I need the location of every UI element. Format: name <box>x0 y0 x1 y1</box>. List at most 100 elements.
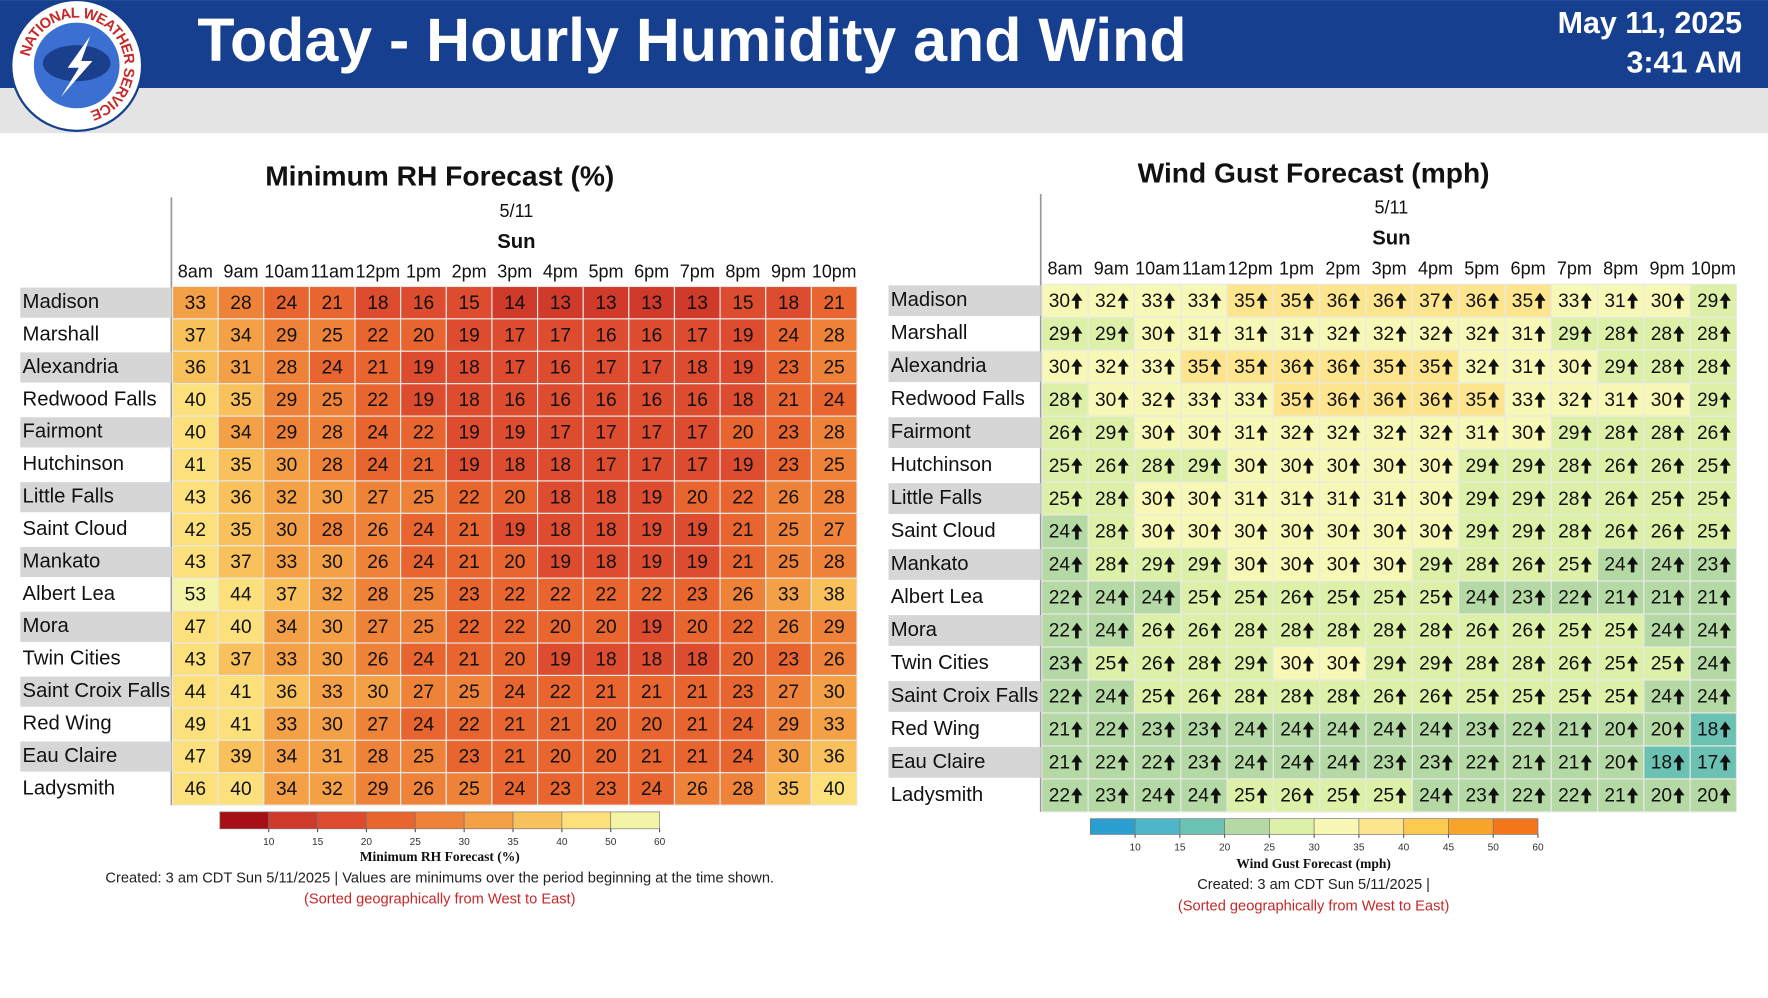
cell-value: 35 <box>1188 357 1209 378</box>
cell <box>445 772 493 806</box>
colorbar-tick-label: 30 <box>1309 843 1321 854</box>
cell-value: 29 <box>1697 291 1718 312</box>
cell-value: 28 <box>1512 654 1533 675</box>
cell-value: 24 <box>1327 753 1349 774</box>
cell-value: 21 <box>322 293 343 314</box>
cell-value: 41 <box>230 682 251 703</box>
cell-value: 29 <box>1512 456 1533 477</box>
colorbar-tick-label: 15 <box>1174 843 1186 854</box>
cell-value: 28 <box>230 293 251 314</box>
cell <box>308 350 356 385</box>
cell-value: 35 <box>1465 390 1486 411</box>
location-label: Albert Lea <box>23 583 116 605</box>
hour-label: 7pm <box>680 262 715 282</box>
location-label: Saint Cloud <box>891 520 996 542</box>
cell-value: 24 <box>276 293 298 314</box>
cell-value: 24 <box>1697 654 1719 675</box>
cell-value: 29 <box>1141 555 1162 576</box>
cell-value: 28 <box>1141 456 1162 477</box>
cell-value: 25 <box>1327 588 1348 609</box>
cell-value: 22 <box>732 487 753 508</box>
colorbar-swatch <box>317 811 367 830</box>
cell-value: 19 <box>687 552 708 573</box>
cell-value: 28 <box>322 423 343 444</box>
cell-value: 16 <box>595 325 616 346</box>
cell <box>400 350 447 385</box>
cell-value: 31 <box>1327 489 1348 510</box>
cell-value: 21 <box>1651 588 1672 609</box>
cell <box>171 772 219 806</box>
cell-value: 21 <box>1604 786 1625 807</box>
cell <box>263 480 310 514</box>
cell-value: 28 <box>1234 687 1255 708</box>
cell-value: 28 <box>1604 324 1625 345</box>
cell-value: 30 <box>322 552 343 573</box>
cell-value: 28 <box>1651 423 1672 444</box>
cell-value: 22 <box>550 585 571 606</box>
cell-value: 19 <box>641 552 662 573</box>
colorbar-label: Minimum RH Forecast (%) <box>360 849 520 865</box>
cell-value: 36 <box>1327 291 1348 312</box>
cell-value: 30 <box>1512 423 1533 444</box>
cell-value: 33 <box>276 552 297 573</box>
cell-value: 33 <box>824 714 845 735</box>
cell <box>537 512 584 547</box>
cell <box>308 318 356 352</box>
cell-value: 26 <box>1604 489 1625 510</box>
colorbar-tick-label: 40 <box>556 837 568 848</box>
cell-value: 30 <box>1373 522 1394 543</box>
cell-value: 28 <box>1234 621 1255 642</box>
location-label: Fairmont <box>891 421 971 443</box>
cell <box>628 739 676 774</box>
cell-value: 23 <box>1697 555 1718 576</box>
cell <box>1550 580 1599 615</box>
cell-value: 23 <box>1095 786 1116 807</box>
cell <box>582 642 630 677</box>
cell-value: 21 <box>824 293 845 314</box>
cell <box>628 285 676 320</box>
cell-value: 22 <box>1558 588 1579 609</box>
cell-value: 36 <box>1373 390 1394 411</box>
cell-value: 30 <box>1327 456 1348 477</box>
cell-value: 30 <box>1419 489 1440 510</box>
cell-value: 30 <box>1373 555 1394 576</box>
cell-value: 29 <box>1697 390 1718 411</box>
cell-value: 34 <box>276 779 298 800</box>
cell-value: 30 <box>322 649 343 670</box>
cell-value: 28 <box>824 423 845 444</box>
cell-value: 27 <box>824 520 845 541</box>
cell-value: 24 <box>367 455 389 476</box>
location-label: Hutchinson <box>23 453 124 475</box>
cell-value: 20 <box>1604 753 1625 774</box>
hour-label: 5pm <box>1464 258 1499 278</box>
cell-value: 18 <box>687 649 708 670</box>
cell-value: 23 <box>778 455 799 476</box>
cell-value: 16 <box>550 390 571 411</box>
cell <box>628 610 676 644</box>
cell-value: 25 <box>1465 687 1486 708</box>
cell-value: 28 <box>1419 621 1440 642</box>
cell-value: 20 <box>1651 786 1672 807</box>
cell-value: 21 <box>732 552 753 573</box>
cell-value: 19 <box>504 520 525 541</box>
cell-value: 30 <box>1280 555 1301 576</box>
cell-value: 30 <box>1188 522 1209 543</box>
cell-value: 23 <box>778 649 799 670</box>
colorbar-swatch <box>1134 818 1181 835</box>
cell-value: 43 <box>185 649 206 670</box>
cell-value: 30 <box>276 455 297 476</box>
cell-value: 23 <box>1373 753 1394 774</box>
location-label: Ladysmith <box>23 777 115 799</box>
cell <box>537 772 584 806</box>
cell-value: 28 <box>1327 687 1348 708</box>
colorbar-tick-label: 40 <box>1398 843 1410 854</box>
cell <box>263 772 310 806</box>
cell-value: 22 <box>458 487 479 508</box>
cell-value: 29 <box>1373 654 1394 675</box>
cell-value: 24 <box>641 779 663 800</box>
cell-value: 35 <box>230 520 251 541</box>
cell-value: 22 <box>458 714 479 735</box>
cell <box>719 577 767 612</box>
cell-value: 21 <box>641 747 662 768</box>
cell-value: 28 <box>1651 324 1672 345</box>
